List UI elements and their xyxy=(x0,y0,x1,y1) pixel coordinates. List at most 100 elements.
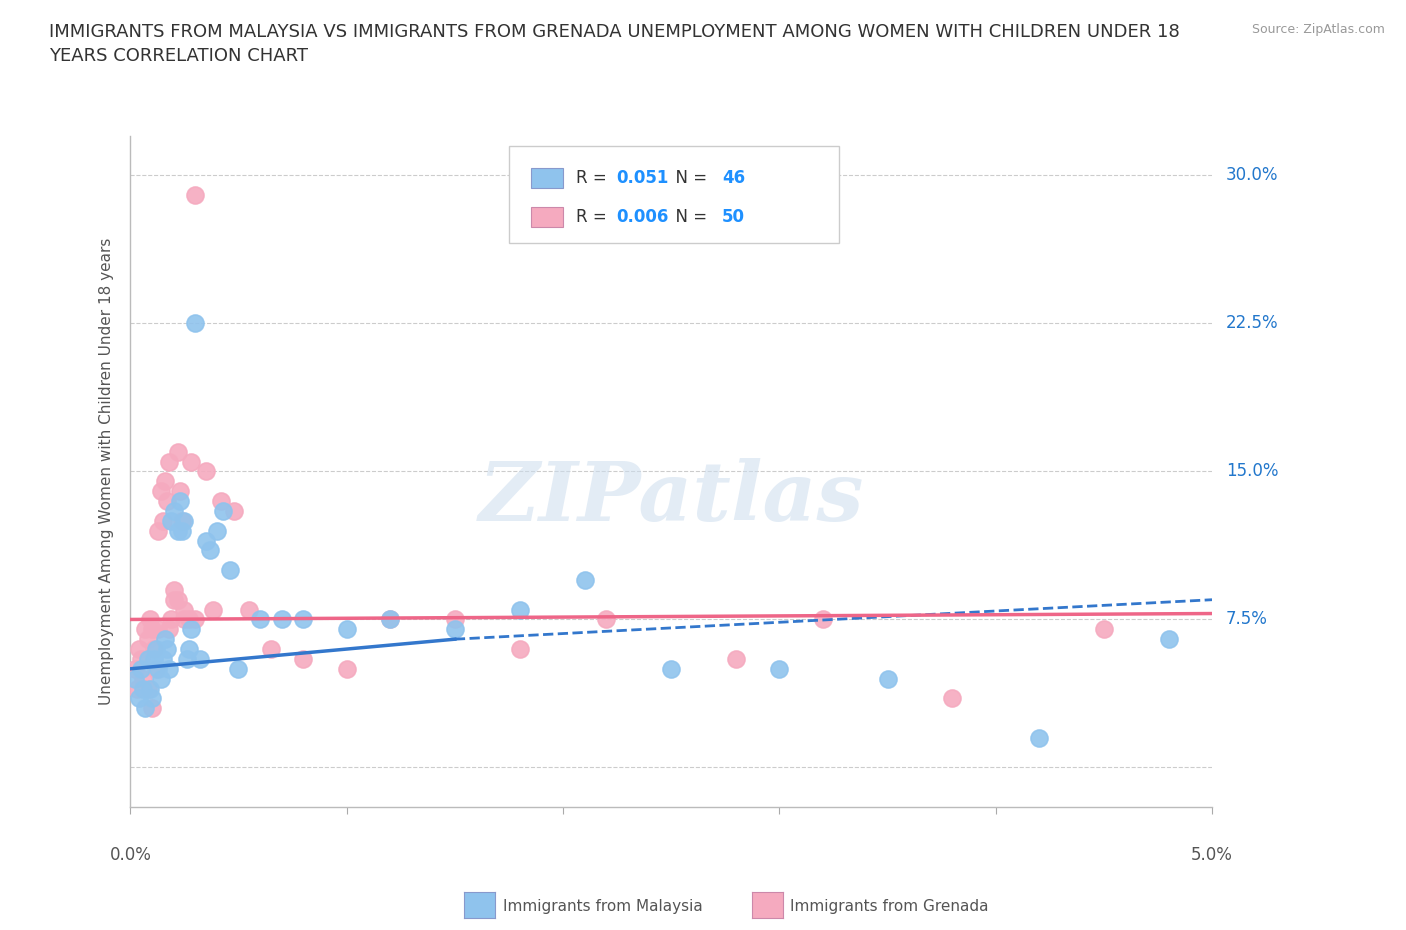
Point xyxy=(205,524,228,538)
Point xyxy=(149,484,172,498)
Text: Immigrants from Malaysia: Immigrants from Malaysia xyxy=(503,899,703,914)
Point xyxy=(173,513,195,528)
Point xyxy=(184,612,207,627)
Point xyxy=(124,671,146,686)
Point xyxy=(1157,631,1180,646)
Point xyxy=(162,592,184,607)
Point xyxy=(1028,730,1050,745)
Text: IMMIGRANTS FROM MALAYSIA VS IMMIGRANTS FROM GRENADA UNEMPLOYMENT AMONG WOMEN WIT: IMMIGRANTS FROM MALAYSIA VS IMMIGRANTS F… xyxy=(49,23,1180,65)
Point xyxy=(167,445,190,459)
Point xyxy=(124,661,146,676)
Point xyxy=(148,524,170,538)
Point xyxy=(153,474,176,489)
Point xyxy=(148,661,170,676)
Text: 46: 46 xyxy=(723,169,745,187)
Text: 15.0%: 15.0% xyxy=(1226,462,1278,481)
Point xyxy=(209,494,232,509)
Point xyxy=(184,316,207,331)
Point xyxy=(173,602,195,617)
Point xyxy=(180,454,202,469)
Point xyxy=(152,652,174,667)
Point xyxy=(260,642,283,657)
Point xyxy=(167,592,190,607)
Point xyxy=(129,652,152,667)
Point xyxy=(574,573,596,588)
Text: 7.5%: 7.5% xyxy=(1226,610,1268,629)
Point xyxy=(292,652,315,667)
Point xyxy=(156,494,179,509)
Text: N =: N = xyxy=(665,208,711,226)
Point xyxy=(134,622,156,637)
Text: R =: R = xyxy=(576,208,612,226)
Point xyxy=(876,671,898,686)
Point xyxy=(139,612,162,627)
Point xyxy=(160,612,183,627)
Point xyxy=(141,701,163,716)
Text: Immigrants from Grenada: Immigrants from Grenada xyxy=(790,899,988,914)
Point xyxy=(188,652,211,667)
Text: 0.051: 0.051 xyxy=(616,169,668,187)
Point xyxy=(129,661,152,676)
Point xyxy=(200,543,222,558)
Point xyxy=(157,622,180,637)
Point xyxy=(162,582,184,597)
Point xyxy=(212,503,235,518)
Point xyxy=(128,642,150,657)
Point xyxy=(224,503,246,518)
Y-axis label: Unemployment Among Women with Children Under 18 years: Unemployment Among Women with Children U… xyxy=(100,238,114,705)
Point xyxy=(180,622,202,637)
Point xyxy=(162,503,184,518)
Point xyxy=(176,652,198,667)
FancyBboxPatch shape xyxy=(509,146,839,244)
Point xyxy=(167,524,190,538)
Point xyxy=(195,533,218,548)
Point xyxy=(173,612,195,627)
Point xyxy=(201,602,224,617)
Point xyxy=(768,661,790,676)
Point xyxy=(172,524,194,538)
Text: 0.006: 0.006 xyxy=(616,208,668,226)
Point xyxy=(141,691,163,706)
Point xyxy=(725,652,748,667)
Text: N =: N = xyxy=(665,169,711,187)
Point xyxy=(145,661,167,676)
Text: 5.0%: 5.0% xyxy=(1191,846,1233,864)
Text: 50: 50 xyxy=(723,208,745,226)
Point xyxy=(125,681,148,696)
Point xyxy=(139,681,162,696)
Point xyxy=(195,464,218,479)
Point xyxy=(378,612,401,627)
Point xyxy=(143,642,166,657)
FancyBboxPatch shape xyxy=(530,168,562,189)
Point xyxy=(595,612,617,627)
Point xyxy=(811,612,834,627)
Text: R =: R = xyxy=(576,169,612,187)
Point xyxy=(157,661,180,676)
Point xyxy=(160,513,183,528)
Text: Source: ZipAtlas.com: Source: ZipAtlas.com xyxy=(1251,23,1385,36)
Point xyxy=(128,691,150,706)
Point xyxy=(336,661,359,676)
Point xyxy=(228,661,250,676)
Point xyxy=(443,612,465,627)
Point xyxy=(153,631,176,646)
Point xyxy=(169,494,191,509)
Point xyxy=(443,622,465,637)
Point xyxy=(177,642,200,657)
Text: 30.0%: 30.0% xyxy=(1226,166,1278,184)
Point xyxy=(136,681,159,696)
Point xyxy=(132,671,155,686)
Point xyxy=(270,612,292,627)
Text: 0.0%: 0.0% xyxy=(110,846,152,864)
Point xyxy=(1092,622,1115,637)
Point xyxy=(157,454,180,469)
Point xyxy=(249,612,271,627)
Point xyxy=(132,681,155,696)
Point xyxy=(148,622,170,637)
FancyBboxPatch shape xyxy=(530,207,562,227)
Point xyxy=(218,563,240,578)
Point xyxy=(184,188,207,203)
Point xyxy=(141,622,163,637)
Point xyxy=(156,642,179,657)
Point xyxy=(238,602,260,617)
